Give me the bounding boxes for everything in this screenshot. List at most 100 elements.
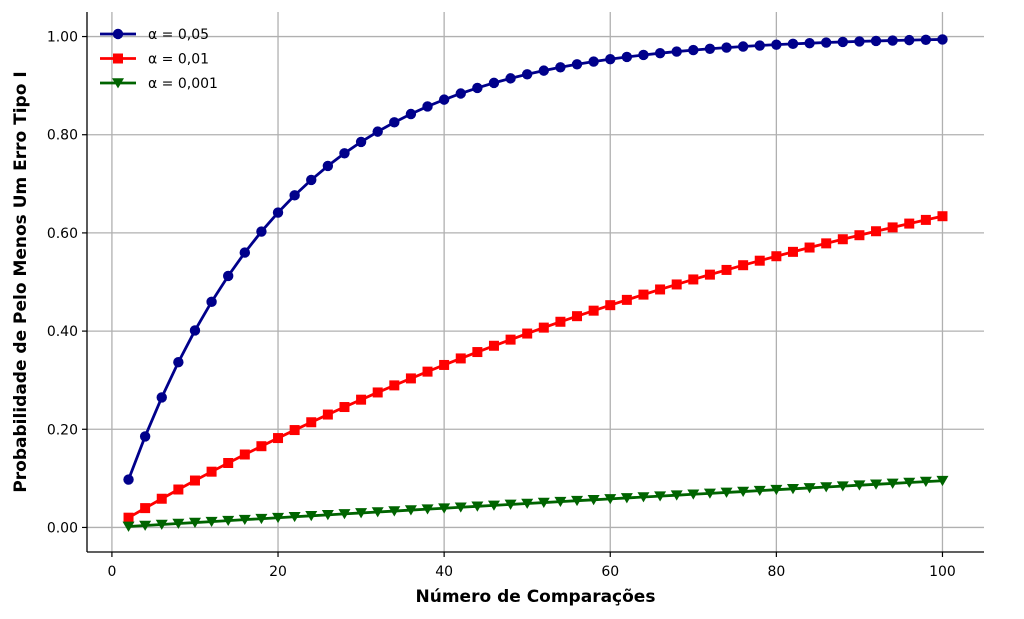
data-point: [306, 174, 317, 186]
data-point: [172, 518, 185, 529]
y-tick-label: 0.20: [47, 422, 78, 438]
data-point: [771, 251, 782, 262]
tick-labels: 0 20 40 60 80 100 0.00 0.20 0.40 0.60 0.80 1.00: [47, 30, 956, 580]
data-point: [256, 226, 267, 237]
data-point: [356, 394, 367, 405]
data-point: [139, 431, 151, 442]
data-point: [920, 34, 932, 45]
data-point: [404, 505, 417, 516]
data-point: [787, 38, 799, 50]
data-point: [671, 279, 682, 290]
x-tick-label: 20: [269, 564, 287, 580]
data-point: [837, 234, 848, 245]
data-point: [289, 190, 300, 201]
data-point: [422, 101, 433, 112]
data-point: [753, 485, 766, 497]
data-point: [289, 425, 300, 436]
data-point: [438, 503, 451, 514]
series-2: [123, 211, 948, 523]
data-point: [588, 305, 599, 316]
data-point: [605, 300, 616, 311]
data-point: [339, 148, 350, 159]
data-point: [305, 511, 318, 522]
data-point: [638, 289, 649, 300]
data-point: [122, 521, 135, 532]
data-point: [837, 36, 849, 48]
y-tick-label: 1.00: [47, 30, 78, 46]
data-point: [886, 478, 899, 489]
data-point: [836, 481, 849, 492]
x-tick-label: 60: [601, 564, 619, 580]
data-point: [438, 94, 450, 105]
data-point: [321, 510, 334, 521]
data-point: [322, 409, 333, 420]
data-point: [487, 500, 500, 511]
data-point: [654, 47, 666, 59]
data-point: [787, 246, 798, 257]
data-point: [222, 270, 234, 282]
data-point: [704, 269, 715, 280]
data-point: [737, 41, 749, 52]
data-point: [238, 514, 251, 526]
data-point: [156, 493, 167, 504]
data-point: [173, 484, 184, 495]
data-point: [821, 238, 832, 249]
data-point: [637, 492, 650, 503]
x-axis-title: Número de Comparações: [416, 587, 656, 607]
x-tick-label: 40: [435, 564, 453, 580]
data-point: [853, 480, 866, 491]
data-point: [555, 316, 566, 327]
data-point: [804, 242, 815, 253]
data-point: [355, 508, 368, 519]
data-point: [288, 511, 301, 523]
data-point: [688, 274, 699, 285]
data-point: [721, 42, 732, 53]
data-point: [223, 457, 234, 468]
data-point: [371, 507, 384, 518]
data-point: [239, 247, 251, 258]
data-point: [156, 392, 167, 403]
data-point: [754, 255, 765, 266]
data-point: [521, 69, 533, 80]
data-point: [871, 226, 882, 237]
data-point: [422, 366, 433, 377]
data-point: [555, 62, 566, 73]
data-point: [455, 88, 466, 99]
data-point: [454, 502, 467, 513]
data-point: [571, 59, 583, 70]
data-point: [505, 334, 516, 345]
data-point: [572, 311, 583, 322]
data-point: [887, 222, 898, 233]
data-point: [189, 325, 201, 336]
data-point: [255, 513, 268, 525]
data-point: [339, 402, 350, 413]
data-point: [770, 484, 783, 496]
series-line: [127, 38, 943, 481]
x-tick-label: 0: [107, 564, 116, 580]
axes: [82, 12, 984, 557]
data-point: [537, 497, 550, 508]
data-point: [887, 35, 898, 46]
data-point: [522, 328, 533, 339]
data-point: [439, 359, 450, 370]
data-point: [206, 466, 217, 477]
data-point: [173, 357, 184, 368]
x-tick-label: 100: [929, 564, 956, 580]
data-point: [405, 108, 417, 120]
data-point: [605, 53, 616, 65]
data-point: [205, 516, 218, 528]
legend-label: α = 0,01: [148, 52, 209, 68]
data-point: [472, 347, 483, 358]
data-point: [139, 520, 152, 531]
grid-lines: [87, 12, 984, 552]
data-point: [786, 484, 799, 495]
data-series: [122, 34, 949, 532]
data-point: [521, 498, 534, 509]
data-point: [554, 496, 567, 508]
legend-marker: [113, 53, 123, 64]
data-point: [754, 40, 765, 51]
data-point: [638, 49, 649, 61]
series-line: [128, 479, 943, 528]
y-tick-label: 0.40: [47, 324, 78, 340]
data-point: [123, 512, 134, 523]
